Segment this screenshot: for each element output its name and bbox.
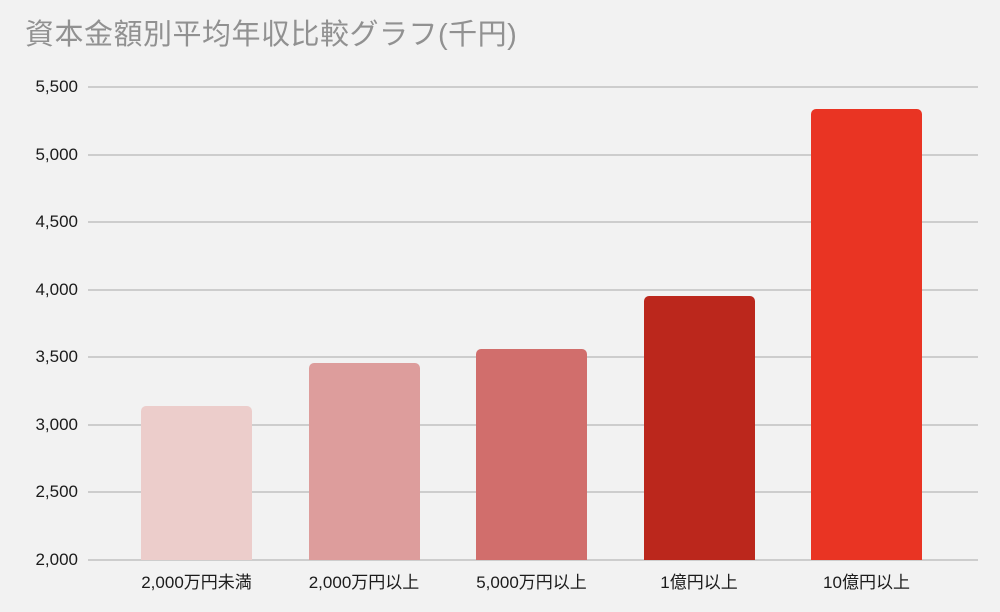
x-axis-category-label: 1億円以上 [660,573,738,592]
gridline-5500 [88,86,978,88]
y-axis-tick-label: 2,500 [35,482,78,502]
y-axis-tick-label: 3,500 [35,347,78,367]
x-axis-category-label: 10億円以上 [823,573,910,592]
bar-2,000万円未満 [141,405,252,560]
y-axis-tick-label: 4,500 [35,212,78,232]
y-axis-tick-label: 4,000 [35,279,78,299]
x-axis-category-label: 5,000万円以上 [476,573,587,592]
y-axis-tick-label: 3,000 [35,414,78,434]
chart-title: 資本金額別平均年収比較グラフ(千円) [25,19,518,51]
gridline-5000 [88,153,978,156]
gridline-4500 [88,221,978,224]
x-axis-category-label: 2,000万円以上 [308,573,420,592]
bar-5,000万円以上 [476,349,587,560]
y-axis-tick-label: 5,500 [35,77,78,96]
bar-2,000万円以上 [308,362,420,560]
bar-10億円以上 [811,108,922,560]
y-axis-tick-label: 2,000 [35,550,78,569]
bar-1億円以上 [643,296,755,560]
gridline-4000 [88,288,978,291]
x-axis-category-label: 2,000万円未満 [141,573,252,592]
gridline-2000 [88,559,978,561]
y-axis-tick-label: 5,000 [35,144,78,164]
